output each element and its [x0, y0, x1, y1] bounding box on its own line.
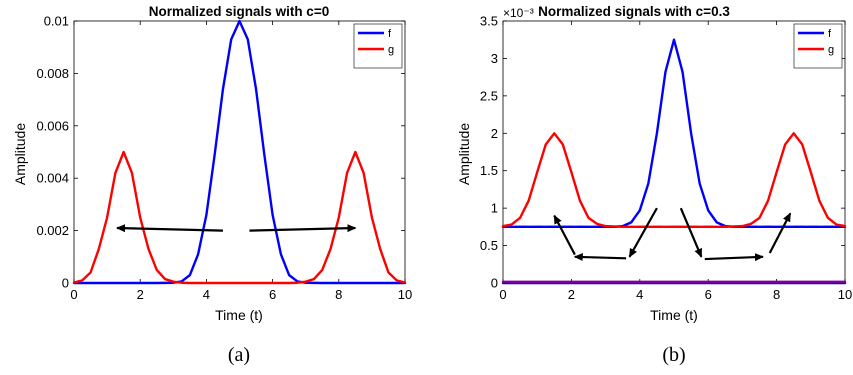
- y-tick-label: 0.5: [480, 238, 498, 253]
- chart-a-title: Normalized signals with c=0: [149, 4, 329, 19]
- legend-b: fg: [793, 23, 843, 69]
- chart-b-ylabel: Amplitude: [456, 123, 472, 185]
- panel-b: Normalized signals with c=0.3 ×10⁻³ Ampl…: [456, 4, 730, 366]
- x-tick-label: 4: [203, 287, 210, 302]
- plot-a: 0 2 4 6 8 10 0 0.002 0.004 0.006 0.008 0.01 fg: [36, 14, 412, 303]
- y-tick-label: 0.004: [36, 171, 69, 186]
- x-tick-label: 0: [70, 287, 77, 302]
- legend-box: [353, 23, 403, 69]
- annotation-arrow: [553, 214, 576, 256]
- y-tick-label: 0.002: [36, 223, 69, 238]
- x-tick-label: 8: [335, 287, 342, 302]
- y-tick-label: 0.008: [36, 66, 69, 81]
- legend-entry: g: [828, 44, 834, 56]
- annotation-arrow: [628, 207, 658, 258]
- panel-a: Normalized signals with c=0 Amplitude Ti…: [12, 4, 329, 366]
- chart-a-ylabel: Amplitude: [12, 123, 28, 185]
- caption-a: (a): [228, 344, 250, 366]
- x-tick-label: 10: [838, 287, 852, 302]
- chart-b-title: Normalized signals with c=0.3: [538, 4, 730, 19]
- y-tick-label: 2: [491, 126, 498, 141]
- caption-b: (b): [662, 344, 685, 366]
- chart-b-xlabel: Time (t): [650, 307, 698, 323]
- y-tick-label: 3: [491, 51, 498, 66]
- x-tick-label: 0: [499, 287, 506, 302]
- y-tick-label: 0: [62, 276, 69, 291]
- x-tick-label: 6: [269, 287, 276, 302]
- legend-entry: f: [388, 28, 392, 40]
- annotation-arrow: [704, 253, 764, 262]
- chart-a-xlabel: Time (t): [215, 307, 263, 323]
- series-line-g: [501, 132, 847, 229]
- y-tick-label: 3.5: [480, 14, 498, 29]
- y-tick-label: 0.006: [36, 118, 69, 133]
- y-tick-label: 2.5: [480, 88, 498, 103]
- x-tick-label: 4: [636, 287, 643, 302]
- annotation-arrow: [249, 224, 357, 233]
- annotation-arrow: [768, 212, 792, 254]
- x-tick-label: 6: [705, 287, 712, 302]
- x-tick-label: 2: [137, 287, 144, 302]
- annotation-arrow: [116, 224, 223, 233]
- y-tick-label: 1.5: [480, 163, 498, 178]
- series-line-f: [72, 19, 407, 285]
- legend-a: fg: [353, 23, 403, 69]
- y-tick-label: 0.01: [44, 14, 69, 29]
- chart-b-exponent: ×10⁻³: [503, 6, 534, 20]
- x-tick-label: 10: [398, 287, 412, 302]
- legend-box: [793, 23, 843, 69]
- legend-entry: f: [828, 28, 832, 40]
- x-tick-label: 8: [773, 287, 780, 302]
- y-tick-label: 1: [491, 201, 498, 216]
- plot-b: 0 2 4 6 8 10 0 0.5 1 1.5 2 2.5 3 3.5 fg: [480, 14, 852, 303]
- y-tick-label: 0: [491, 276, 498, 291]
- x-tick-label: 2: [568, 287, 575, 302]
- legend-entry: g: [388, 44, 394, 56]
- annotation-arrow: [679, 207, 703, 258]
- annotation-arrow: [573, 253, 627, 262]
- series-line-g: [72, 150, 407, 285]
